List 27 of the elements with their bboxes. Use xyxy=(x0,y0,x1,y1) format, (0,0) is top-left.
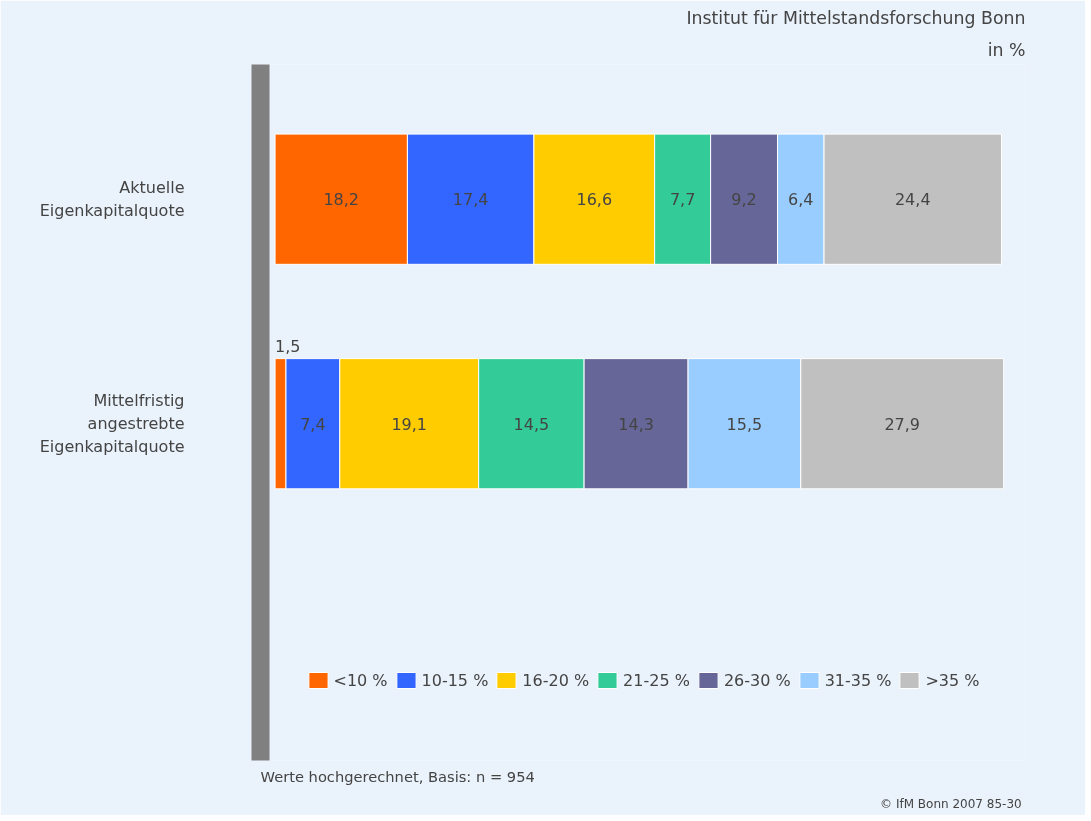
data-label: 9,2 xyxy=(731,190,757,210)
data-label: 7,4 xyxy=(300,414,326,434)
text: Werte hochgerechnet, Basis: n = 954 xyxy=(260,767,535,785)
data-label: 19,1 xyxy=(391,414,428,434)
data-label: 16,6 xyxy=(576,190,613,210)
y-tick-label: Mittelfristig angestrebte Eigenkapitalquote xyxy=(39,391,185,457)
legend-label: 31-35 % xyxy=(824,670,892,690)
chart-subtitle: in % xyxy=(987,39,1026,60)
legend-label: >35 % xyxy=(925,670,980,690)
data-label: 7,7 xyxy=(669,190,696,210)
legend-label: 10-15 % xyxy=(421,670,489,690)
legend-label: 21-25 % xyxy=(623,670,690,690)
data-label: 6,4 xyxy=(788,190,814,210)
chart-title: Institut für Mittelstandsforschung Bonn xyxy=(686,7,1026,28)
legend-label: <10 % xyxy=(333,670,388,690)
data-label: 17,4 xyxy=(452,190,489,210)
data-label: 1,5 xyxy=(275,336,301,356)
y-tick-label: Aktuelle Eigenkapitalquote xyxy=(39,178,185,221)
data-label: 14,3 xyxy=(618,414,654,434)
legend-label: 26-30 % xyxy=(723,670,791,690)
data-label: 14,5 xyxy=(513,414,550,434)
data-label: 15,5 xyxy=(726,414,763,434)
legend-label: 16-20 % xyxy=(522,670,590,690)
data-label: 27,9 xyxy=(884,414,921,434)
text: © IfM Bonn 2007 85-30 xyxy=(880,796,1022,811)
data-label: 24,4 xyxy=(894,190,931,210)
data-label: 18,2 xyxy=(323,190,360,210)
